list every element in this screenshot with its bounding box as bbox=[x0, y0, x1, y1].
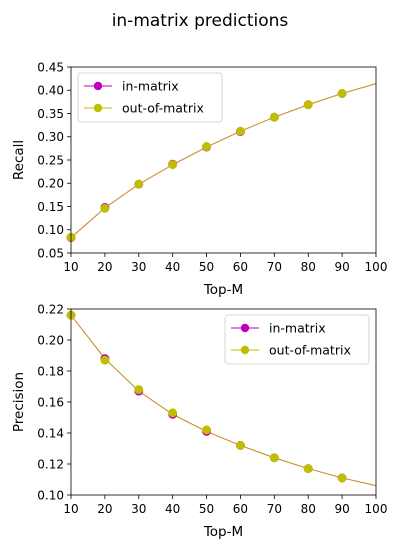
x-tick-label: 100 bbox=[365, 260, 388, 274]
x-tick-label: 20 bbox=[97, 260, 112, 274]
recall-subplot: 10 20 30 40 50 60 70 80 90 100 0.05 0.10 0.15 0.20 0.2… bbox=[11, 60, 387, 298]
y-tick-label: 0.20 bbox=[37, 177, 64, 191]
legend-in-matrix-marker bbox=[93, 81, 103, 91]
legend: in-matrix out-of-matrix bbox=[224, 314, 370, 365]
y-axis-label: Precision bbox=[11, 372, 27, 432]
y-tick-label: 0.10 bbox=[37, 223, 64, 237]
x-tick-label: 10 bbox=[63, 502, 78, 516]
y-tick-label: 0.25 bbox=[37, 153, 64, 167]
out-of-matrix-point bbox=[168, 408, 178, 418]
legend-out-of-matrix-marker bbox=[93, 103, 103, 113]
x-tick-label: 10 bbox=[63, 260, 78, 274]
series-curve-line bbox=[70, 83, 377, 239]
y-tick-label: 0.14 bbox=[37, 426, 64, 440]
y-tick-label: 0.40 bbox=[37, 84, 64, 98]
y-tick-label: 0.20 bbox=[37, 333, 64, 347]
x-axis-label: Top-M bbox=[203, 524, 243, 540]
legend-box bbox=[224, 314, 370, 365]
series-curve-line bbox=[70, 314, 377, 487]
precision-subplot: 10 20 30 40 50 60 70 80 90 100 0.10 0.12 0.14 0.16 0.1… bbox=[11, 302, 387, 540]
legend: in-matrix out-of-matrix bbox=[77, 72, 223, 123]
y-tick-label: 0.35 bbox=[37, 107, 64, 121]
y-tick-label: 0.05 bbox=[37, 246, 64, 260]
x-tick-label: 60 bbox=[233, 502, 248, 516]
out-of-matrix-point bbox=[303, 100, 313, 110]
x-tick-label: 50 bbox=[199, 502, 214, 516]
legend-out-of-matrix-label: out-of-matrix bbox=[269, 343, 351, 358]
x-tick-label: 50 bbox=[199, 260, 214, 274]
y-axis-label: Recall bbox=[11, 140, 27, 180]
out-of-matrix-point bbox=[269, 112, 279, 122]
y-tick-label: 0.12 bbox=[37, 457, 64, 471]
out-of-matrix-point bbox=[202, 425, 212, 435]
x-axis-label: Top-M bbox=[203, 282, 243, 298]
out-of-matrix-point bbox=[337, 89, 347, 98]
out-of-matrix-point bbox=[202, 142, 212, 151]
out-of-matrix-point bbox=[235, 126, 245, 136]
out-of-matrix-point bbox=[168, 160, 178, 170]
x-tick-label: 30 bbox=[131, 260, 146, 274]
x-tick-label: 90 bbox=[334, 502, 349, 516]
out-of-matrix-point bbox=[100, 355, 110, 365]
legend-in-matrix-label: in-matrix bbox=[122, 79, 179, 94]
legend-in-matrix-label: in-matrix bbox=[269, 321, 326, 336]
out-of-matrix-point bbox=[337, 473, 347, 483]
y-tick-label: 0.45 bbox=[37, 60, 64, 74]
x-tick-label: 20 bbox=[97, 502, 112, 516]
out-of-matrix-point bbox=[100, 203, 110, 213]
y-tick-label: 0.16 bbox=[37, 395, 64, 409]
out-of-matrix-point bbox=[134, 179, 144, 189]
x-tick-label: 40 bbox=[165, 260, 180, 274]
x-tick-label: 100 bbox=[365, 502, 388, 516]
y-tick-label: 0.30 bbox=[37, 130, 64, 144]
x-tick-label: 70 bbox=[267, 260, 282, 274]
y-tick-label: 0.22 bbox=[37, 302, 64, 316]
y-tick-label: 0.18 bbox=[37, 364, 64, 378]
x-tick-label: 30 bbox=[131, 502, 146, 516]
x-tick-label: 70 bbox=[267, 502, 282, 516]
out-of-matrix-point bbox=[134, 385, 144, 395]
out-of-matrix-point bbox=[303, 464, 313, 474]
legend-box bbox=[77, 72, 223, 123]
x-tick-label: 90 bbox=[334, 260, 349, 274]
legend-out-of-matrix-label: out-of-matrix bbox=[122, 101, 204, 116]
x-tick-label: 80 bbox=[301, 502, 316, 516]
legend-in-matrix-marker bbox=[240, 323, 250, 333]
figure-title: in-matrix predictions bbox=[112, 11, 289, 31]
x-tick-label: 40 bbox=[165, 502, 180, 516]
y-tick-label: 0.10 bbox=[37, 488, 64, 502]
plot-frame bbox=[70, 66, 377, 254]
plot-frame bbox=[70, 308, 377, 496]
y-tick-label: 0.15 bbox=[37, 200, 64, 214]
out-of-matrix-point bbox=[269, 453, 279, 463]
out-of-matrix-point bbox=[235, 440, 245, 450]
x-tick-label: 60 bbox=[233, 260, 248, 274]
legend-out-of-matrix-marker bbox=[240, 345, 250, 355]
x-tick-label: 80 bbox=[301, 260, 316, 274]
